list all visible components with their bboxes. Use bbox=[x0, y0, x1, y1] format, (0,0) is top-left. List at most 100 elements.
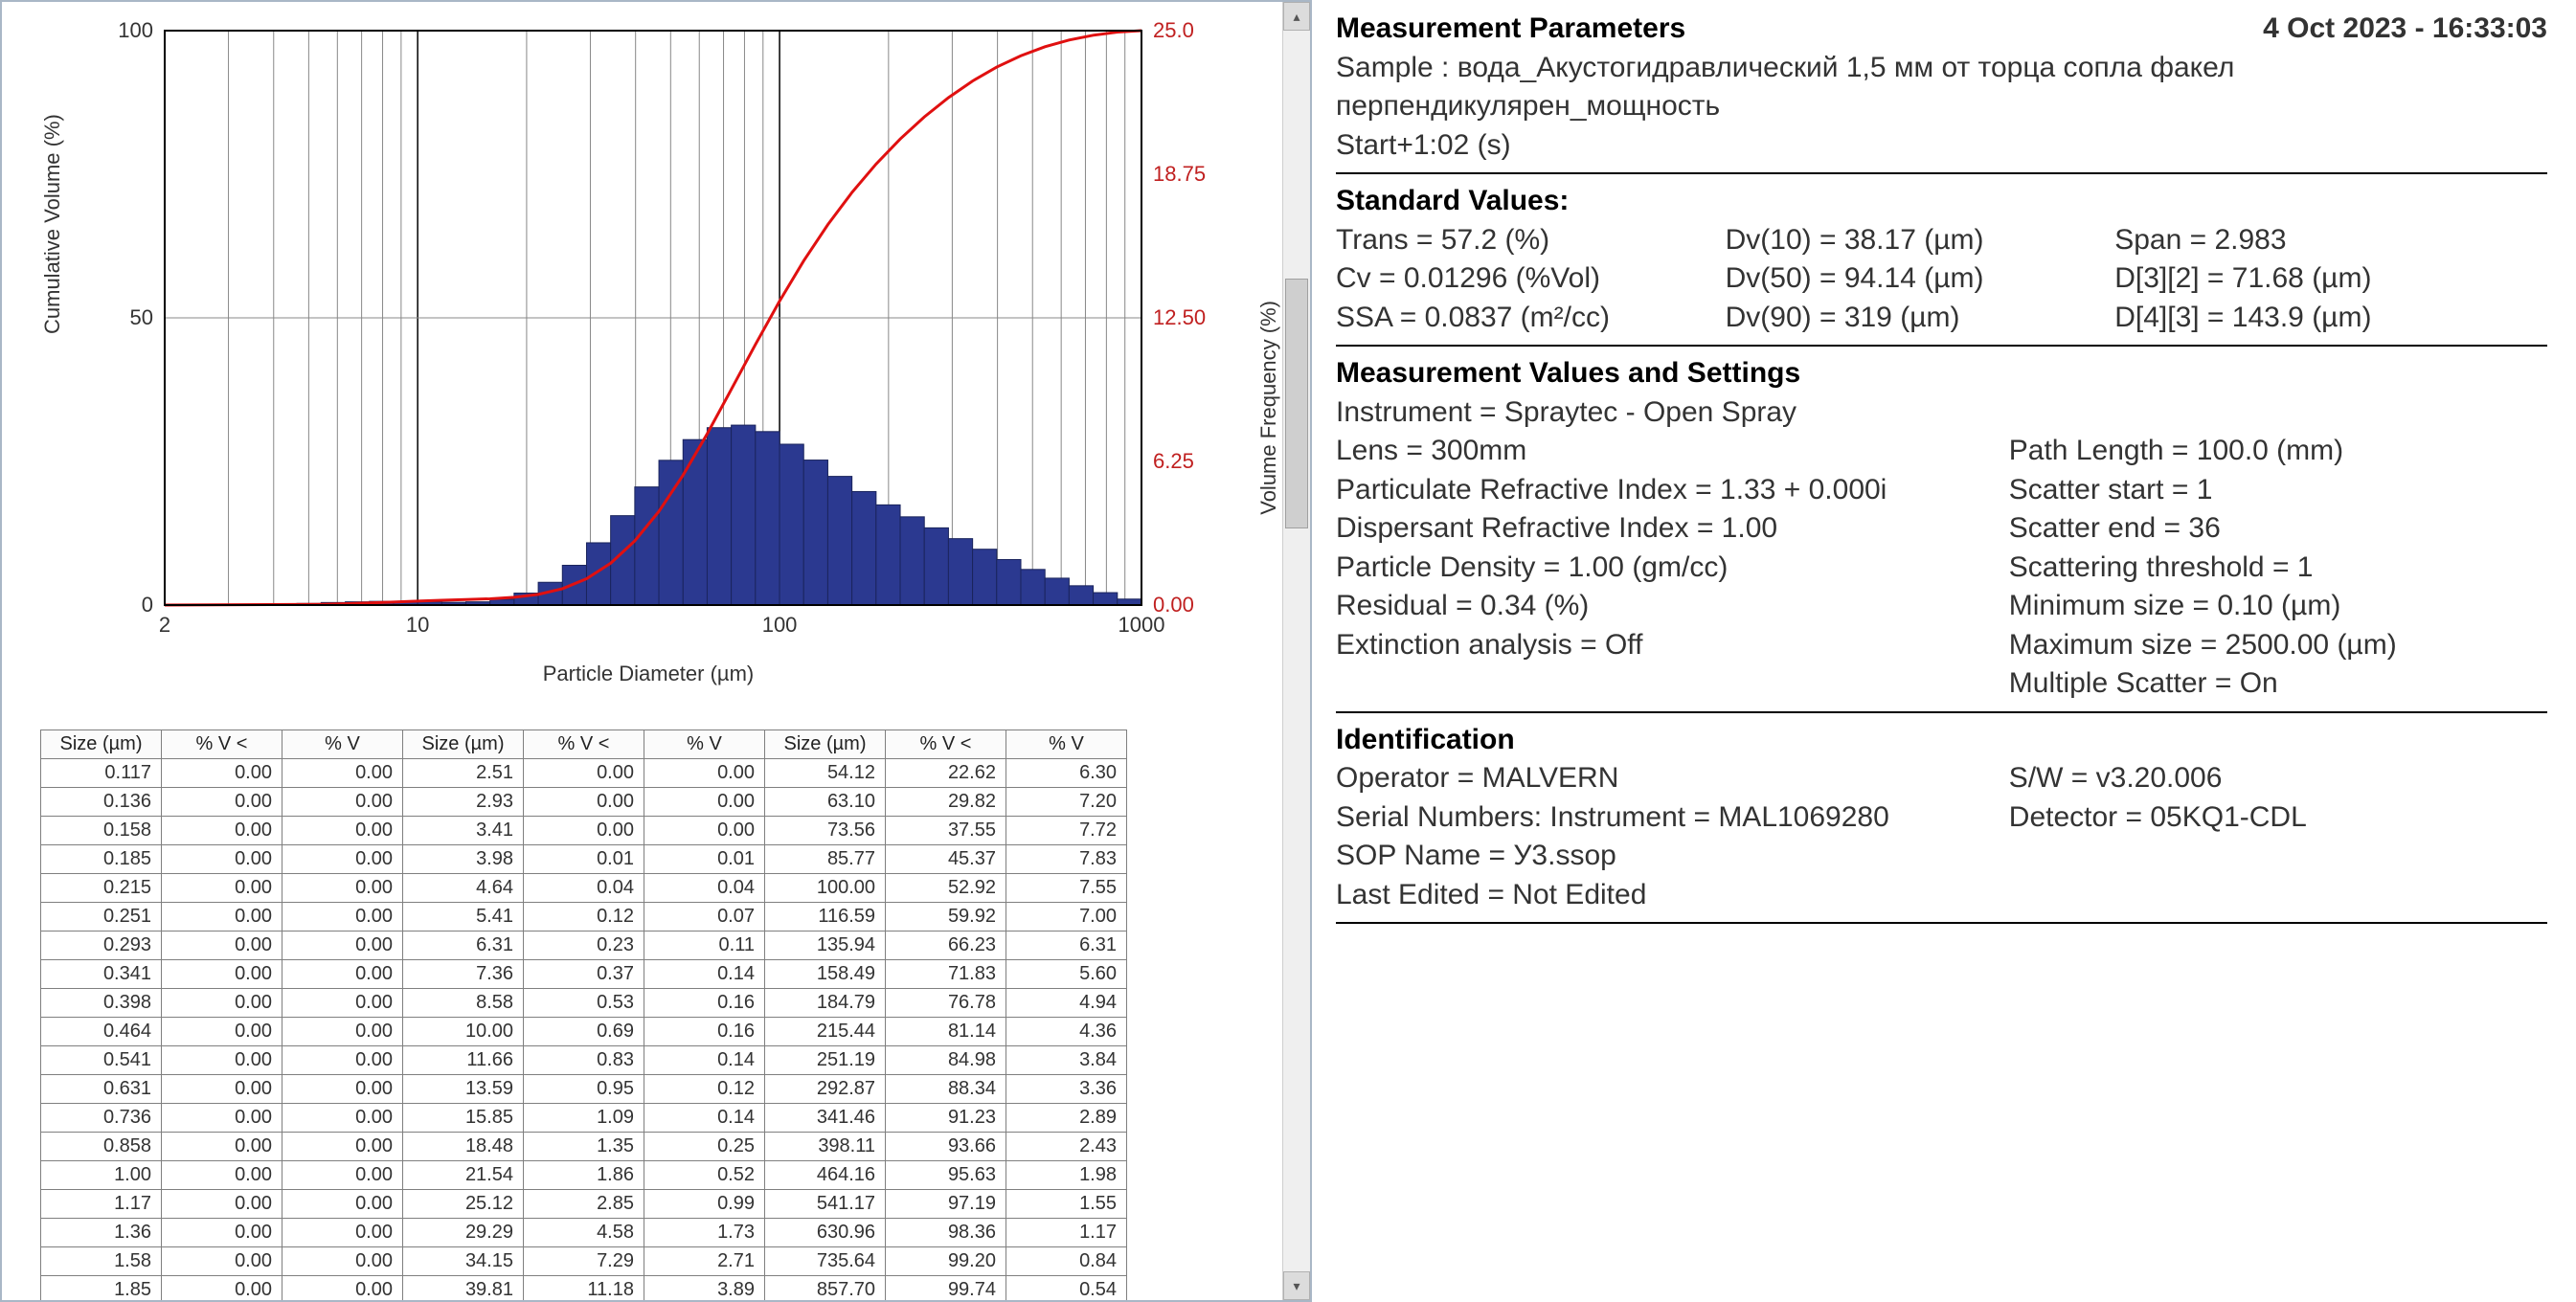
table-cell: 0.00 bbox=[282, 788, 403, 817]
table-cell: 857.70 bbox=[765, 1276, 886, 1302]
table-row: 0.1360.000.002.930.000.0063.1029.827.20 bbox=[41, 788, 1127, 817]
table-cell: 7.20 bbox=[1006, 788, 1127, 817]
start-time: Start+1:02 (s) bbox=[1336, 126, 2547, 166]
table-cell: 1.55 bbox=[1006, 1190, 1127, 1219]
table-cell: 0.00 bbox=[282, 932, 403, 960]
table-cell: 0.00 bbox=[282, 1104, 403, 1133]
scroll-thumb[interactable] bbox=[1285, 279, 1308, 528]
table-cell: 0.251 bbox=[41, 903, 162, 932]
std-cv: Cv = 0.01296 (%Vol) bbox=[1336, 259, 1726, 299]
table-header: % V < bbox=[524, 730, 644, 759]
table-cell: 0.00 bbox=[162, 903, 282, 932]
std-span: Span = 2.983 bbox=[2114, 221, 2547, 260]
table-cell: 0.07 bbox=[644, 903, 765, 932]
table-cell: 0.12 bbox=[524, 903, 644, 932]
table-row: 0.5410.000.0011.660.830.14251.1984.983.8… bbox=[41, 1046, 1127, 1075]
table-row: 1.850.000.0039.8111.183.89857.7099.740.5… bbox=[41, 1276, 1127, 1302]
measurement-settings-title: Measurement Values and Settings bbox=[1336, 354, 2547, 393]
table-cell: 0.158 bbox=[41, 817, 162, 845]
table-cell: 0.00 bbox=[282, 960, 403, 989]
table-cell: 0.83 bbox=[524, 1046, 644, 1075]
table-cell: 3.41 bbox=[403, 817, 524, 845]
table-cell: 37.55 bbox=[886, 817, 1006, 845]
table-cell: 0.00 bbox=[524, 759, 644, 788]
table-cell: 0.99 bbox=[644, 1190, 765, 1219]
table-cell: 1.85 bbox=[41, 1276, 162, 1302]
table-cell: 0.14 bbox=[644, 1104, 765, 1133]
ident-sop: SOP Name = У3.ssop bbox=[1336, 837, 2009, 876]
table-cell: 0.11 bbox=[644, 932, 765, 960]
table-cell: 98.36 bbox=[886, 1219, 1006, 1247]
table-cell: 0.00 bbox=[162, 932, 282, 960]
table-cell: 0.00 bbox=[282, 874, 403, 903]
table-cell: 215.44 bbox=[765, 1018, 886, 1046]
table-cell: 0.00 bbox=[282, 1247, 403, 1276]
table-cell: 0.00 bbox=[282, 1018, 403, 1046]
table-row: 1.360.000.0029.294.581.73630.9698.361.17 bbox=[41, 1219, 1127, 1247]
ident-detector: Detector = 05KQ1-CDL bbox=[2009, 798, 2547, 838]
svg-text:0: 0 bbox=[142, 593, 153, 617]
ident-sw: S/W = v3.20.006 bbox=[2009, 759, 2547, 798]
table-cell: 8.58 bbox=[403, 989, 524, 1018]
table-cell: 2.85 bbox=[524, 1190, 644, 1219]
scroll-track[interactable] bbox=[1283, 31, 1310, 1271]
std-d32: D[3][2] = 71.68 (µm) bbox=[2114, 259, 2547, 299]
table-cell: 0.01 bbox=[524, 845, 644, 874]
table-row: 1.170.000.0025.122.850.99541.1797.191.55 bbox=[41, 1190, 1127, 1219]
scroll-down-icon[interactable]: ▾ bbox=[1283, 1271, 1310, 1300]
meas-density: Particle Density = 1.00 (gm/cc) bbox=[1336, 549, 2009, 588]
table-cell: 1.73 bbox=[644, 1219, 765, 1247]
table-cell: 0.00 bbox=[282, 903, 403, 932]
table-cell: 1.00 bbox=[41, 1161, 162, 1190]
table-cell: 52.92 bbox=[886, 874, 1006, 903]
std-d43: D[4][3] = 143.9 (µm) bbox=[2114, 299, 2547, 338]
table-row: 0.6310.000.0013.590.950.12292.8788.343.3… bbox=[41, 1075, 1127, 1104]
table-cell: 0.00 bbox=[162, 1075, 282, 1104]
table-cell: 0.95 bbox=[524, 1075, 644, 1104]
table-cell: 1.17 bbox=[1006, 1219, 1127, 1247]
table-cell: 0.14 bbox=[644, 1046, 765, 1075]
table-cell: 0.01 bbox=[644, 845, 765, 874]
table-cell: 2.93 bbox=[403, 788, 524, 817]
table-cell: 0.00 bbox=[162, 1018, 282, 1046]
table-cell: 0.12 bbox=[644, 1075, 765, 1104]
table-cell: 0.00 bbox=[162, 1190, 282, 1219]
table-cell: 10.00 bbox=[403, 1018, 524, 1046]
table-cell: 59.92 bbox=[886, 903, 1006, 932]
table-row: 0.3980.000.008.580.530.16184.7976.784.94 bbox=[41, 989, 1127, 1018]
table-cell: 1.58 bbox=[41, 1247, 162, 1276]
std-dv10: Dv(10) = 38.17 (µm) bbox=[1726, 221, 2115, 260]
table-cell: 0.16 bbox=[644, 1018, 765, 1046]
table-cell: 0.00 bbox=[524, 817, 644, 845]
table-cell: 0.16 bbox=[644, 989, 765, 1018]
table-cell: 1.86 bbox=[524, 1161, 644, 1190]
table-cell: 85.77 bbox=[765, 845, 886, 874]
std-ssa: SSA = 0.0837 (m²/cc) bbox=[1336, 299, 1726, 338]
table-cell: 0.00 bbox=[162, 1161, 282, 1190]
table-cell: 0.37 bbox=[524, 960, 644, 989]
table-cell: 91.23 bbox=[886, 1104, 1006, 1133]
sample-name: Sample : вода_Акустогидравлический 1,5 м… bbox=[1336, 49, 2547, 126]
meas-maxsize: Maximum size = 2500.00 (µm) bbox=[2009, 626, 2547, 665]
table-cell: 2.89 bbox=[1006, 1104, 1127, 1133]
table-cell: 18.48 bbox=[403, 1133, 524, 1161]
table-cell: 63.10 bbox=[765, 788, 886, 817]
table-cell: 1.98 bbox=[1006, 1161, 1127, 1190]
table-cell: 0.69 bbox=[524, 1018, 644, 1046]
table-cell: 0.00 bbox=[524, 788, 644, 817]
divider bbox=[1336, 172, 2547, 174]
divider bbox=[1336, 922, 2547, 924]
table-cell: 99.20 bbox=[886, 1247, 1006, 1276]
scroll-up-icon[interactable]: ▴ bbox=[1283, 2, 1310, 31]
table-cell: 158.49 bbox=[765, 960, 886, 989]
scrollbar[interactable]: ▴ ▾ bbox=[1282, 2, 1310, 1300]
table-cell: 0.04 bbox=[644, 874, 765, 903]
table-cell: 0.00 bbox=[162, 1219, 282, 1247]
table-cell: 3.98 bbox=[403, 845, 524, 874]
table-cell: 22.62 bbox=[886, 759, 1006, 788]
table-cell: 11.66 bbox=[403, 1046, 524, 1075]
table-cell: 1.36 bbox=[41, 1219, 162, 1247]
table-row: 0.2510.000.005.410.120.07116.5959.927.00 bbox=[41, 903, 1127, 932]
table-cell: 0.136 bbox=[41, 788, 162, 817]
table-cell: 2.51 bbox=[403, 759, 524, 788]
